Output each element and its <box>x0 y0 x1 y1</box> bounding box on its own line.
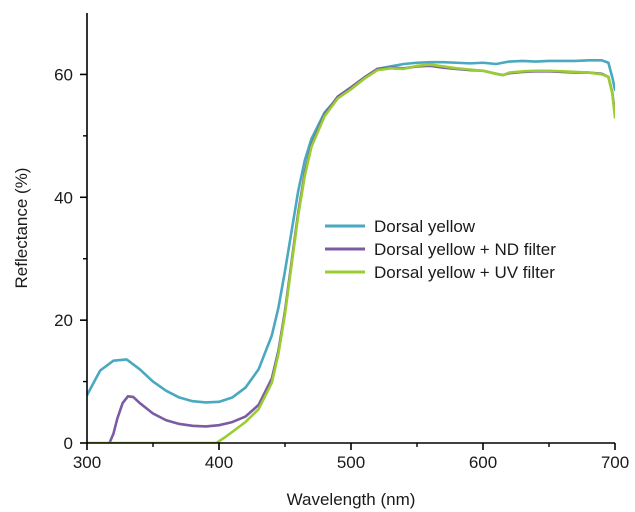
y-tick-label: 0 <box>64 434 73 453</box>
x-tick-label: 500 <box>337 453 365 472</box>
x-tick-label: 600 <box>469 453 497 472</box>
axes-layer: 300 400 500 600 700 0 20 40 60 <box>54 13 629 472</box>
series-line-1 <box>87 58 615 404</box>
x-tick-label: 300 <box>73 453 101 472</box>
series-layer <box>87 58 615 443</box>
x-tick-label: 400 <box>205 453 233 472</box>
legend-label-1: Dorsal yellow <box>374 217 476 236</box>
y-axis-title: Reflectance (%) <box>12 168 31 289</box>
x-axis-title: Wavelength (nm) <box>287 490 416 509</box>
legend: Dorsal yellow Dorsal yellow + ND filter Do… <box>325 217 556 282</box>
y-tick-label: 60 <box>54 65 73 84</box>
legend-label-3: Dorsal yellow + UV filter <box>374 263 555 282</box>
y-tick-label: 40 <box>54 188 73 207</box>
series-line-3 <box>87 63 615 443</box>
legend-label-2: Dorsal yellow + ND filter <box>374 240 556 259</box>
y-tick-label: 20 <box>54 311 73 330</box>
x-tick-label: 700 <box>601 453 629 472</box>
